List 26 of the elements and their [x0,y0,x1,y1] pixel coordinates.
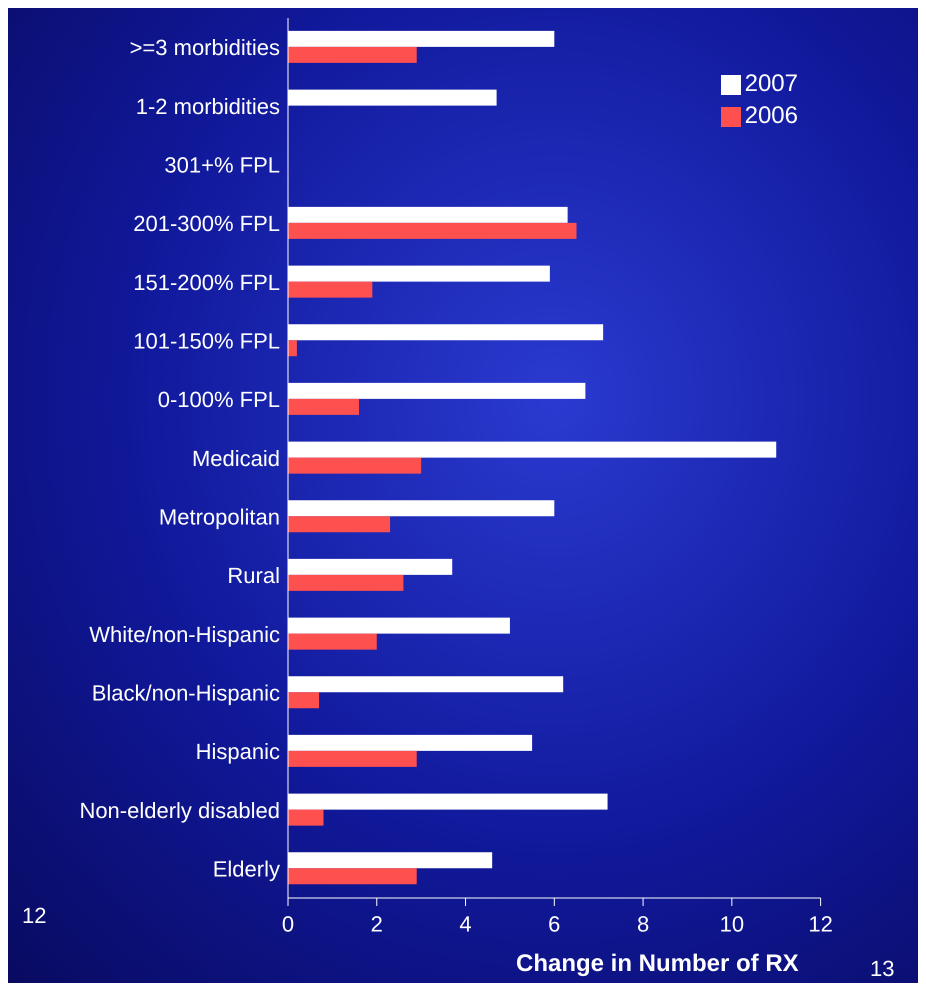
x-tick-label: 6 [548,912,560,937]
x-tick-label: 10 [720,912,744,937]
x-tick-label: 2 [370,912,383,937]
y-tick-label: 301+% FPL [164,152,280,178]
y-tick-label: >=3 morbidities [130,35,280,60]
y-tick-label: Black/non-Hispanic [92,680,280,706]
x-tick-label: 0 [282,912,294,937]
x-axis-title: Change in Number of RX [516,950,799,978]
y-tick-label: Hispanic [196,739,280,764]
y-tick-label: White/non-Hispanic [89,622,280,647]
y-tick-label: 151-200% FPL [133,270,280,295]
legend-label: 2006 [744,102,798,129]
y-tick-label: Metropolitan [158,504,280,530]
y-tick-label: 0-100% FPL [158,387,280,412]
x-tick-label: 4 [459,912,472,937]
legend-label: 2007 [744,70,798,97]
y-tick-label: Medicaid [192,446,280,471]
text: 13 [870,956,894,982]
y-tick-label: 201-300% FPL [133,211,280,236]
y-tick-label: Rural [227,563,280,588]
x-tick-label: 8 [636,912,650,937]
y-tick-label: 101-150% FPL [133,328,280,354]
y-tick-label: Elderly [212,856,280,882]
x-tick-label: 12 [808,912,833,937]
y-tick-label: Non-elderly disabled [79,798,280,823]
y-tick-label: 1-2 morbidities [136,94,280,119]
